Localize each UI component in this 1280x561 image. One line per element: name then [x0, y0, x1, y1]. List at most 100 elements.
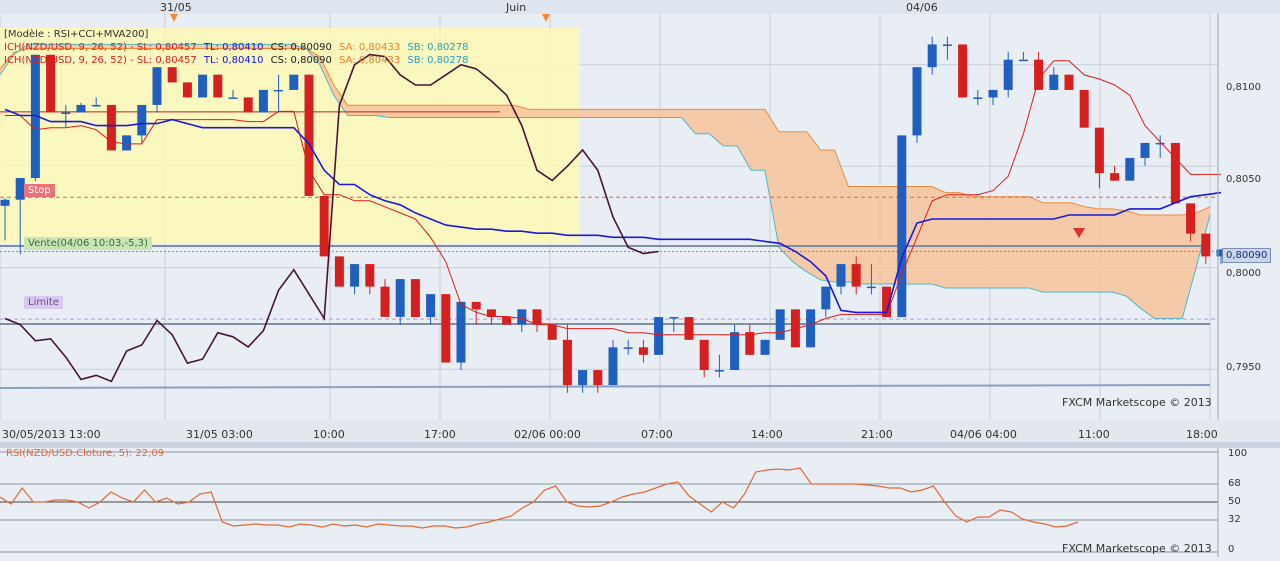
candle-down	[958, 44, 968, 98]
sell-arrow-icon	[1073, 228, 1085, 238]
candle-up	[897, 135, 907, 318]
candle-up	[821, 286, 831, 310]
legend-cs: CS: 0,80090	[270, 55, 332, 66]
time-label: 14:00	[751, 428, 783, 441]
time-label: 17:00	[424, 428, 456, 441]
rsi-tick-50: 50	[1228, 496, 1241, 507]
candle-down	[1170, 142, 1180, 204]
candle-up	[289, 74, 299, 90]
candle-down	[532, 309, 542, 325]
candle-down	[471, 301, 481, 310]
time-label: 11:00	[1078, 428, 1110, 441]
legend-sb: SB: 0,80278	[407, 55, 469, 66]
candle-up	[669, 317, 679, 319]
price-tick-4: 0,7950	[1226, 362, 1261, 373]
rsi-tick-32: 32	[1228, 514, 1241, 525]
candle-up	[730, 332, 740, 371]
candle-up	[1125, 157, 1135, 181]
candle-up	[274, 89, 284, 92]
time-label: 18:00	[1186, 428, 1218, 441]
candle-up	[517, 309, 527, 325]
legend-model: [Modèle : RSI+CCI+MVA200]	[4, 29, 149, 40]
price-tick-2: 0,8050	[1226, 174, 1261, 185]
date-marker-04-06: 04/06	[906, 1, 938, 14]
stop-order-label[interactable]: Stop	[24, 184, 55, 197]
rsi-title: RSI(NZD/USD.Cloture, 5): 22,09	[6, 448, 165, 459]
date-marker-triangle	[542, 14, 550, 22]
candle-up	[426, 294, 436, 318]
candle-up	[228, 97, 238, 99]
senkou-a-line	[0, 48, 1211, 216]
limit-order-label[interactable]: Limite	[24, 296, 63, 309]
rsi-tick-0: 0	[1228, 544, 1235, 555]
legend-box[interactable]: [Modèle : RSI+CCI+MVA200] ICH(NZD/USD, 9…	[4, 28, 469, 67]
candle-up	[122, 135, 132, 151]
rsi-tick-100: 100	[1228, 448, 1248, 459]
candle-down	[304, 74, 314, 196]
time-label: 10:00	[313, 428, 345, 441]
legend-line-1: ICH(NZD/USD, 9, 26, 52) - SL: 0,80457 TL…	[4, 42, 469, 53]
legend-prefix: ICH(NZD/USD, 9, 26, 52)	[4, 55, 127, 66]
legend-sl: SL: 0,80457	[136, 42, 197, 53]
candle-up	[578, 370, 588, 386]
candle-up	[1049, 74, 1059, 90]
candle-up	[1018, 59, 1028, 62]
candle-down	[46, 54, 56, 113]
time-label: 21:00	[861, 428, 893, 441]
candle-down	[167, 67, 177, 83]
legend-highlight	[0, 28, 580, 244]
time-label: 04/06 04:00	[950, 428, 1017, 441]
sell-order-label[interactable]: Vente(04/06 10:03,-5,3)	[24, 237, 152, 250]
rsi-line	[0, 467, 1079, 529]
candle-down	[684, 317, 694, 340]
candle-up	[973, 97, 983, 99]
candle-down	[243, 97, 253, 113]
date-marker-31-05: 31/05	[160, 1, 192, 14]
candle-down	[319, 195, 329, 257]
tenkan-sen-line	[4, 108, 1222, 314]
legend-sa: SA: 0,80433	[339, 42, 401, 53]
candle-down	[1186, 203, 1196, 234]
date-marker-triangle	[170, 14, 178, 22]
candle-up	[775, 309, 785, 340]
date-marker-juin: Juin	[506, 1, 527, 14]
candle-up	[137, 104, 147, 136]
candle-down	[1094, 127, 1104, 174]
candle-up	[258, 89, 268, 113]
candle-down	[182, 82, 192, 98]
panel-divider	[0, 442, 1280, 448]
candle-down	[1079, 89, 1089, 128]
candle-up	[456, 301, 466, 363]
candle-down	[502, 317, 512, 325]
candle-down	[1201, 233, 1211, 257]
price-tick-1: 0,8100	[1226, 82, 1261, 93]
candle-down	[441, 294, 451, 363]
legend-sl: SL: 0,80457	[136, 55, 197, 66]
legend-tl: TL: 0,80410	[203, 42, 264, 53]
candle-up	[836, 264, 846, 287]
candle-up	[1003, 59, 1013, 90]
candle-up	[0, 199, 10, 206]
candle-up	[714, 370, 724, 372]
candle-up	[198, 74, 208, 98]
candle-up	[927, 44, 937, 68]
candle-up	[806, 309, 816, 348]
candle-down	[1034, 59, 1044, 90]
price-tick-3: 0,8000	[1226, 268, 1261, 279]
candle-down	[410, 279, 420, 318]
candle-up	[988, 89, 998, 98]
candle-down	[638, 347, 648, 355]
candle-up	[760, 339, 770, 355]
candle-up	[61, 112, 71, 114]
legend-cs: CS: 0,80090	[270, 42, 332, 53]
candle-down	[547, 324, 557, 340]
candle-down	[486, 309, 496, 318]
candle-up	[1140, 142, 1150, 158]
candle-down	[334, 256, 344, 287]
legend-sb: SB: 0,80278	[407, 42, 469, 53]
time-label: 07:00	[641, 428, 673, 441]
candle-down	[745, 332, 755, 355]
support-line	[0, 384, 1211, 389]
candle-up	[15, 178, 25, 200]
